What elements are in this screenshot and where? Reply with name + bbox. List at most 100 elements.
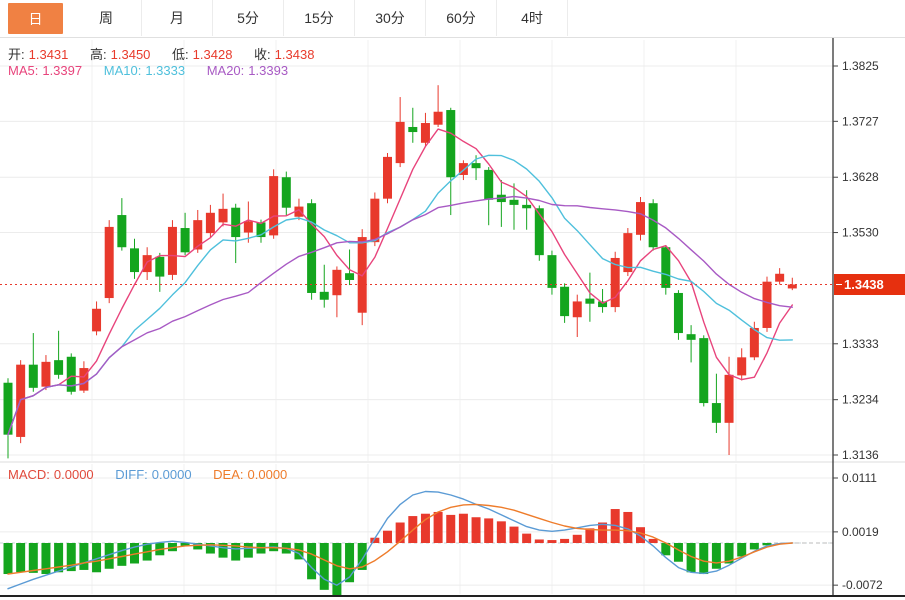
macd-bar-down bbox=[104, 543, 114, 569]
candle-down bbox=[560, 286, 570, 317]
candle-up bbox=[370, 198, 380, 243]
candle-down bbox=[28, 364, 38, 388]
dea-line bbox=[7, 503, 793, 575]
candle-up bbox=[41, 361, 51, 387]
macd-bar-up bbox=[648, 538, 658, 543]
close-label: 收: bbox=[254, 47, 271, 62]
candle-down bbox=[66, 356, 76, 392]
macd-bar-up bbox=[560, 538, 570, 543]
price-tick-label: 1.3530 bbox=[842, 226, 879, 240]
macd-bar-up bbox=[458, 513, 468, 543]
price-tick-label: 1.3628 bbox=[842, 170, 879, 184]
price-tick-label: 1.3234 bbox=[842, 393, 879, 407]
macd-bar-down bbox=[41, 543, 51, 575]
candle-up bbox=[572, 301, 582, 318]
candle-down bbox=[598, 301, 608, 308]
macd-bar-up bbox=[370, 537, 380, 543]
candle-up bbox=[458, 163, 468, 175]
candle-up bbox=[218, 208, 228, 223]
macd-legend: MACD: 0.0000 DIFF: 0.0000 DEA: 0.0000 bbox=[8, 467, 291, 482]
macd-bar-down bbox=[686, 543, 696, 573]
tab-15min[interactable]: 15分 bbox=[284, 0, 355, 36]
candle-up bbox=[610, 257, 620, 308]
candle-down bbox=[231, 207, 241, 238]
dea-value: 0.0000 bbox=[247, 467, 288, 482]
diff-label: DIFF: bbox=[115, 467, 148, 482]
macd-bar-down bbox=[345, 543, 355, 583]
price-tick-label: 1.3825 bbox=[842, 59, 879, 73]
macd-bar-down bbox=[130, 543, 139, 564]
low-label: 低: bbox=[172, 47, 189, 62]
candle-up bbox=[420, 123, 430, 143]
candle-down bbox=[130, 248, 139, 273]
candle-up bbox=[762, 281, 772, 328]
macd-bar-down bbox=[193, 543, 203, 550]
tab-60min[interactable]: 60分 bbox=[426, 0, 497, 36]
candle-down bbox=[408, 126, 418, 133]
candle-down bbox=[585, 298, 595, 304]
ma5-line bbox=[7, 128, 793, 436]
candle-up bbox=[294, 206, 304, 217]
macd-bar-up bbox=[471, 517, 481, 543]
close-value: 1.3438 bbox=[274, 47, 315, 62]
candle-down bbox=[711, 403, 721, 423]
candle-down bbox=[345, 273, 355, 280]
macd-bar-up bbox=[509, 526, 519, 543]
ma5-label: MA5: bbox=[8, 63, 39, 78]
macd-bar-up bbox=[383, 530, 392, 543]
ma20-value: 1.3393 bbox=[248, 63, 289, 78]
macd-bar-down bbox=[205, 543, 215, 554]
candle-up bbox=[636, 202, 645, 235]
price-tick-label: 1.3136 bbox=[842, 448, 879, 462]
dea-label: DEA: bbox=[213, 467, 244, 482]
diff-value: 0.0000 bbox=[151, 467, 192, 482]
candle-up bbox=[787, 284, 797, 289]
candle-up bbox=[243, 221, 253, 233]
candle-up bbox=[724, 374, 734, 423]
ma5-value: 1.3397 bbox=[42, 63, 83, 78]
macd-bar-up bbox=[636, 527, 645, 543]
macd-bar-down bbox=[332, 543, 342, 596]
tab-1w[interactable]: 周 bbox=[71, 0, 142, 36]
macd-bar-down bbox=[749, 543, 759, 550]
tab-1mo[interactable]: 月 bbox=[142, 0, 213, 36]
macd-tick-label: 0.0019 bbox=[842, 525, 879, 539]
candle-up bbox=[269, 176, 279, 236]
candle-down bbox=[256, 222, 266, 238]
ma20-line bbox=[7, 195, 793, 436]
macd-bar-down bbox=[92, 543, 102, 573]
macd-bar-down bbox=[54, 543, 64, 573]
macd-bar-down bbox=[357, 543, 367, 570]
price-tick-label: 1.3727 bbox=[842, 114, 879, 128]
tab-1d[interactable]: 日 bbox=[8, 3, 63, 34]
candle-down bbox=[509, 199, 519, 205]
macd-bar-down bbox=[737, 543, 747, 557]
tab-5min[interactable]: 5分 bbox=[213, 0, 284, 36]
ma20-label: MA20: bbox=[206, 63, 245, 78]
candle-up bbox=[433, 111, 443, 125]
macd-bar-down bbox=[699, 543, 709, 575]
current-price-badge: 1.3438 bbox=[834, 274, 905, 295]
low-value: 1.3428 bbox=[192, 47, 233, 62]
macd-bar-up bbox=[496, 521, 506, 543]
macd-tick-label: -0.0072 bbox=[842, 578, 883, 592]
macd-bar-down bbox=[307, 543, 317, 580]
candle-down bbox=[155, 256, 165, 277]
candle-up bbox=[383, 156, 392, 199]
macd-bar-up bbox=[446, 514, 456, 543]
macd-bar-up bbox=[534, 539, 544, 543]
tab-4h[interactable]: 4时 bbox=[497, 0, 568, 36]
candle-down bbox=[117, 215, 127, 248]
macd-bar-down bbox=[661, 543, 671, 556]
tab-30min[interactable]: 30分 bbox=[355, 0, 426, 36]
candle-down bbox=[661, 247, 671, 288]
candle-up bbox=[104, 226, 114, 299]
candle-down bbox=[686, 334, 696, 340]
candle-up bbox=[205, 212, 215, 234]
candle-down bbox=[180, 228, 190, 253]
macd-bar-down bbox=[117, 543, 127, 566]
open-value: 1.3431 bbox=[28, 47, 69, 62]
macd-bar-down bbox=[79, 543, 89, 570]
